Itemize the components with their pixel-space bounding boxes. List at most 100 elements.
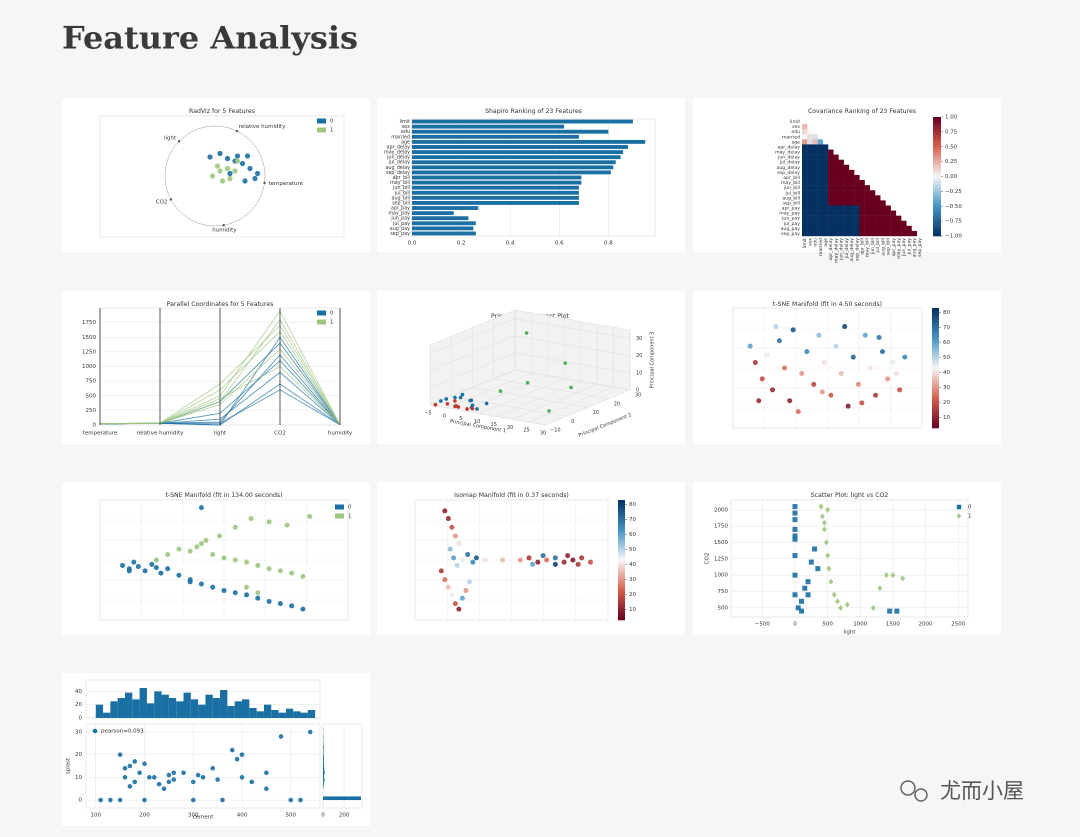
heatmap-cell (885, 220, 891, 227)
heatmap-cell (817, 210, 824, 216)
point (484, 401, 489, 406)
colorbar-cell (933, 130, 941, 134)
point (855, 381, 861, 387)
x-tick-label: apr_bill (860, 238, 866, 255)
point (561, 559, 567, 565)
heatmap-cell (875, 195, 881, 201)
colorbar-tick-label: 30 (943, 385, 950, 391)
x-tick-label: married (818, 238, 824, 256)
x-tick-label: may_delay (833, 238, 839, 263)
heatmap-cell (807, 195, 813, 201)
heatmap-cell (807, 190, 813, 196)
chart-card: Shapiro Ranking of 23 Features 0.0 0.2 0.4 0… (377, 98, 685, 252)
point (300, 573, 306, 579)
heatmap-cell (822, 220, 829, 227)
y-tick-label: 10 (593, 410, 599, 416)
watermark-icon (914, 788, 928, 802)
grid-line (429, 335, 516, 371)
y-tick-label: apr_pay (391, 206, 410, 212)
heatmap-cell (859, 210, 865, 216)
heatmap-cell (906, 230, 912, 237)
x-tick-label: 30 (540, 431, 546, 437)
x-tick-label: jul_pay (906, 238, 912, 255)
point (456, 405, 461, 409)
heatmap-cell (822, 230, 829, 237)
y-tick-label: jun_bill (392, 185, 410, 191)
heatmap-cell (812, 134, 818, 140)
heatmap-cell (880, 220, 886, 227)
point (266, 598, 272, 604)
point (227, 170, 233, 177)
x-tick-label: 0.2 (457, 241, 466, 247)
colorbar-cell (932, 388, 939, 391)
point (870, 604, 876, 611)
heatmap-cell (828, 169, 834, 176)
heatmap-cell (869, 210, 876, 216)
colorbar-cell (618, 504, 625, 507)
colorbar-cell (933, 186, 941, 189)
annotation: pearson=0.093 (101, 729, 144, 735)
y-tick-label: 1000 (714, 573, 728, 579)
point (799, 598, 805, 604)
grid-line (429, 369, 516, 406)
hist-bar (95, 704, 104, 718)
point (569, 385, 573, 390)
heatmap-cell (817, 200, 824, 206)
chart-title: t-SNE Manifold (fit in 134.00 seconds) (165, 492, 282, 499)
y-tick-label: 20 (614, 401, 620, 407)
point (254, 170, 261, 177)
colorbar-cell (933, 128, 941, 132)
point (244, 584, 250, 590)
point (782, 365, 788, 371)
heatmap-cell (890, 210, 897, 216)
x-tick-label: age (824, 238, 829, 247)
heatmap-cell (833, 159, 839, 165)
legend-swatch (317, 310, 326, 316)
colorbar-cell (618, 592, 625, 595)
colorbar-cell (618, 530, 625, 533)
hist-bar (220, 690, 228, 718)
heatmap-cell (812, 220, 818, 227)
point (126, 568, 132, 574)
heatmap-cell (854, 195, 860, 201)
z-tick-label: 30 (636, 336, 642, 342)
colorbar-cell (932, 322, 939, 325)
colorbar-cell (932, 360, 939, 363)
heatmap-cell (802, 169, 808, 176)
point (307, 513, 313, 519)
anchor-point (263, 181, 266, 185)
colorbar-tick-label: 40 (943, 370, 950, 376)
colorbar-cell (618, 560, 625, 563)
point (247, 165, 253, 172)
heatmap-cell (807, 185, 813, 191)
point (190, 797, 196, 803)
point (897, 387, 903, 393)
point (795, 409, 801, 415)
legend-swatch (335, 513, 344, 519)
heatmap-cell (822, 149, 829, 155)
y-tick-label: 500 (718, 605, 729, 611)
point (831, 591, 837, 598)
anchor-label: humidity (212, 228, 237, 234)
point (900, 575, 906, 582)
anchor-point (169, 198, 173, 201)
heatmap-cell (807, 149, 813, 155)
colorbar-cell (933, 166, 941, 169)
heatmap-cell (817, 159, 824, 165)
point (171, 770, 177, 776)
point (215, 777, 220, 782)
heatmap-cell (822, 225, 829, 232)
x-tick-label: may_pay (897, 238, 902, 259)
y-tick-label: 0 (79, 716, 83, 722)
x-tick-label: 0 (793, 622, 797, 628)
colorbar-cell (933, 140, 941, 144)
point (209, 173, 216, 179)
heatmap-cell (828, 159, 834, 165)
point (466, 579, 472, 585)
colorbar-tick-label: −0.50 (945, 204, 962, 210)
point (108, 797, 113, 803)
point (535, 559, 541, 565)
colorbar-cell (933, 232, 941, 235)
point (438, 568, 444, 574)
